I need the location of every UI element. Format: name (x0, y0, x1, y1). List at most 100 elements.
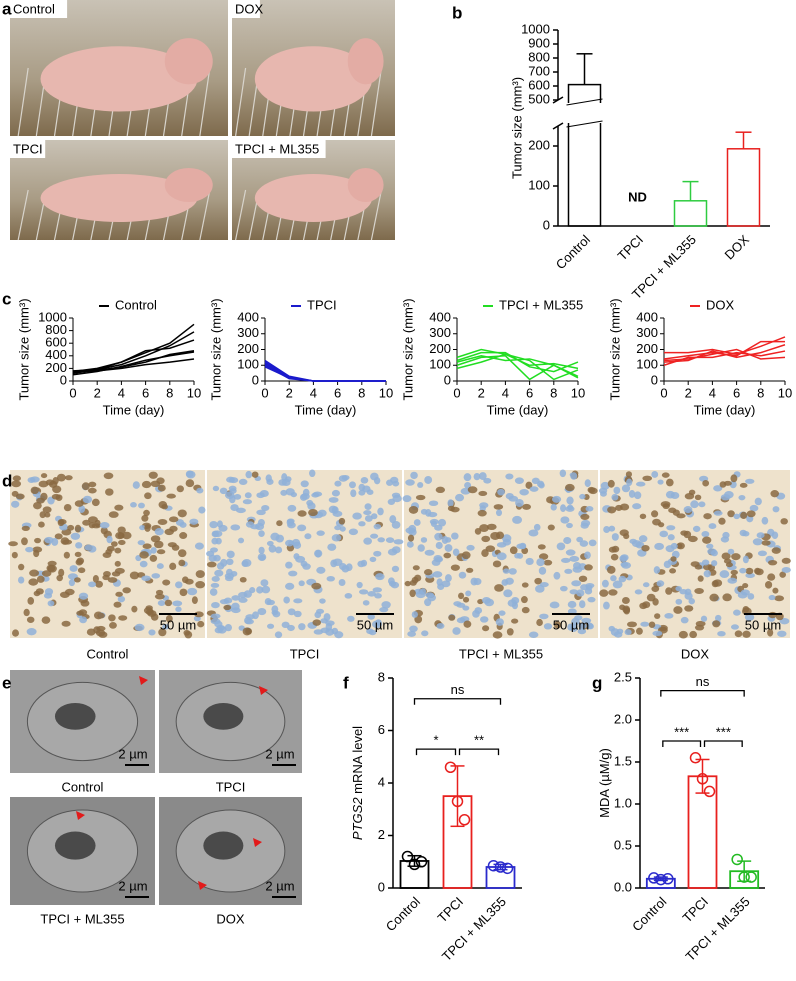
nucleus (539, 553, 549, 560)
panel-label: a (2, 0, 12, 18)
nucleus (224, 623, 232, 632)
nucleus (34, 537, 42, 544)
nucleus (356, 581, 363, 589)
nucleus (581, 617, 592, 624)
nucleus (684, 592, 693, 600)
nucleus (76, 610, 84, 616)
nucleus (779, 571, 786, 578)
nucleus (106, 535, 113, 544)
line (72, 351, 195, 376)
nucleus (694, 494, 702, 501)
nucleus (432, 571, 443, 578)
nucleus (11, 551, 18, 559)
nucleus (393, 539, 404, 545)
nucleus (275, 546, 283, 554)
nucleus (756, 532, 765, 539)
photo-label: TPCI + ML355 (235, 141, 319, 156)
nucleus (267, 623, 275, 629)
nucleus (62, 539, 73, 545)
nucleus (721, 552, 731, 560)
nucleus (196, 487, 204, 494)
nucleus (327, 543, 337, 551)
y-tick-label: 400 (237, 309, 259, 324)
nucleus (377, 507, 384, 516)
nucleus (138, 502, 145, 509)
nucleus (357, 560, 366, 568)
nucleus (659, 530, 669, 538)
nucleus (142, 543, 152, 550)
x-tick-label: 8 (757, 385, 764, 400)
nucleus (613, 486, 621, 495)
nucleus (420, 588, 427, 595)
y-tick-label: 400 (45, 347, 67, 362)
nucleus (598, 487, 608, 494)
nucleus (372, 587, 382, 593)
y-tick-label: 900 (528, 35, 550, 50)
nucleus (209, 588, 218, 596)
nucleus (179, 532, 188, 540)
nucleus (455, 493, 465, 502)
nucleus (578, 600, 586, 609)
nucleus (641, 544, 650, 552)
nucleus (117, 595, 126, 603)
nucleus (153, 540, 164, 549)
x-tick-label: 4 (502, 385, 509, 400)
nucleus (415, 494, 426, 501)
cage-bar (17, 67, 29, 137)
y-tick-label: 200 (636, 341, 658, 356)
nucleus (680, 530, 688, 536)
nucleus (256, 509, 266, 516)
nucleus (411, 611, 418, 618)
nucleus (739, 482, 748, 488)
nucleus (618, 575, 627, 583)
nucleus (623, 606, 631, 615)
nucleus (362, 600, 370, 606)
nucleus (587, 623, 594, 630)
nucleus (339, 526, 346, 532)
legend-label: TPCI + ML355 (499, 297, 583, 312)
y-tick-label: 200 (237, 341, 259, 356)
nucleus (230, 524, 241, 531)
nucleus (740, 589, 750, 596)
nucleus (424, 598, 432, 607)
nucleus (702, 479, 710, 487)
nucleus (462, 596, 470, 603)
nucleus (156, 563, 164, 570)
y-tick-label: 600 (528, 77, 550, 92)
x-tick-label: 2 (94, 385, 101, 400)
data-point (494, 861, 507, 873)
data-point (501, 862, 514, 875)
nucleus (560, 585, 568, 592)
nucleus (458, 571, 467, 579)
nucleus (483, 477, 492, 484)
nucleus (63, 503, 72, 512)
nucleus (243, 590, 252, 598)
cage-bar (370, 67, 383, 137)
y-tick-label: 1000 (38, 309, 67, 324)
nucleus (157, 600, 166, 606)
nucleus (603, 525, 611, 534)
y-tick-label: 800 (528, 49, 550, 64)
x-axis-label: Time (day) (694, 402, 756, 417)
tem-label: TPCI (216, 779, 246, 794)
nucleus (501, 534, 512, 543)
nucleus (409, 579, 417, 586)
nucleus (634, 491, 642, 500)
nucleus (97, 612, 105, 619)
data-point (415, 856, 428, 868)
nucleus (30, 486, 39, 495)
nucleus (169, 562, 177, 571)
nucleus (560, 557, 571, 563)
photo-label: DOX (235, 1, 264, 16)
nucleus (33, 549, 40, 558)
nucleus (675, 586, 682, 592)
nucleus (118, 615, 128, 621)
nucleus (428, 500, 439, 507)
scale-label: 50 µm (357, 617, 393, 632)
y-axis-label: PTGS2 mRNA level (350, 726, 365, 840)
nucleus (300, 493, 310, 500)
x-tick-label: TPCI (614, 232, 646, 264)
nucleus (697, 575, 704, 582)
nucleus (242, 627, 252, 636)
nucleus (334, 480, 342, 487)
